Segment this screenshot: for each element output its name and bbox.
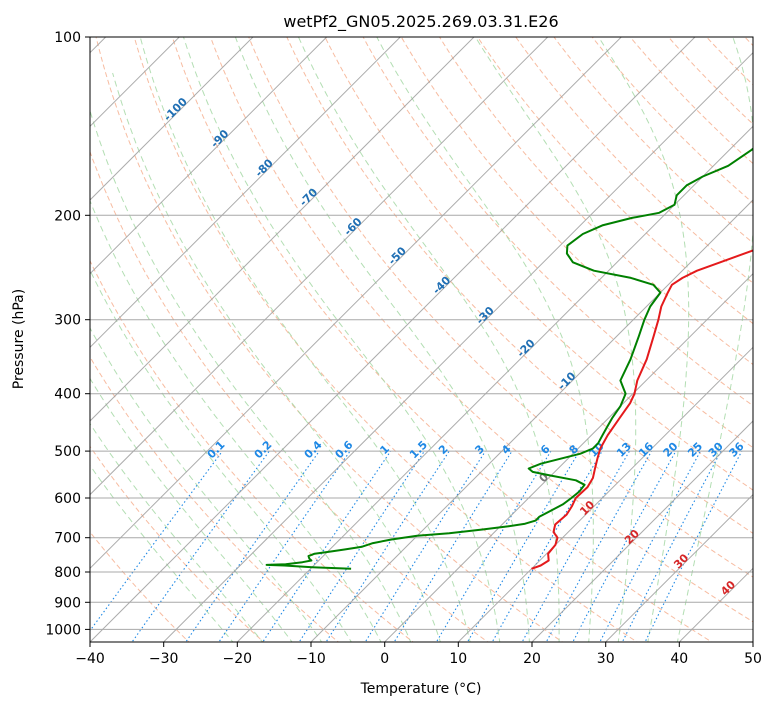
dry-adiabat xyxy=(90,150,489,642)
mixing-ratio-line xyxy=(185,450,320,642)
dewpoint-profile xyxy=(265,147,753,570)
isotherm xyxy=(457,346,753,642)
dry-adiabat xyxy=(438,37,753,366)
isotherm xyxy=(90,37,254,201)
x-tick-label: 40 xyxy=(670,651,688,667)
x-axis-ticks: −40 −30 −20 −10 0 10 20 30 40 50 xyxy=(75,642,762,667)
dry-adiabat xyxy=(515,37,753,284)
isotherm xyxy=(383,272,753,642)
pressure-gridlines xyxy=(90,37,753,630)
isotherm xyxy=(90,37,475,422)
dry-adiabat xyxy=(90,259,414,642)
dry-adiabat xyxy=(90,445,265,642)
mixing-ratio-line xyxy=(572,450,677,642)
mixing-ratio-line xyxy=(298,450,425,642)
x-tick-label: 20 xyxy=(523,651,541,667)
isotherm xyxy=(236,125,753,642)
y-tick-label: 200 xyxy=(54,208,81,224)
x-tick-label: 10 xyxy=(449,651,467,667)
x-tick-label: −30 xyxy=(149,651,179,667)
isotherm xyxy=(162,51,753,642)
chart-title: wetPf2_GN05.2025.269.03.31.E26 xyxy=(283,12,558,32)
dry-adiabat xyxy=(209,37,753,623)
dry-adiabat xyxy=(591,37,753,204)
y-tick-label: 100 xyxy=(54,30,81,46)
moist-adiabat xyxy=(112,72,441,642)
isotherm xyxy=(90,37,623,570)
mixing-ratio-line xyxy=(621,450,722,642)
x-tick-label: 50 xyxy=(744,651,762,667)
isotherm xyxy=(604,493,753,642)
y-tick-label: 500 xyxy=(54,444,81,460)
isotherm xyxy=(90,37,328,275)
x-tick-label: −40 xyxy=(75,651,105,667)
dry-adiabat xyxy=(400,37,753,407)
y-tick-label: 400 xyxy=(54,387,81,403)
y-tick-label: 1000 xyxy=(45,622,81,638)
moist-adiabat xyxy=(90,464,234,642)
isotherms xyxy=(90,37,753,642)
y-tick-label: 900 xyxy=(54,595,81,611)
isotherm xyxy=(90,37,549,496)
y-axis-ticks: 1000 900 800 700 600 500 400 300 200 100 xyxy=(45,30,90,638)
profile-series xyxy=(265,147,753,570)
x-tick-label: 0 xyxy=(380,651,389,667)
mixing-ratio-lines xyxy=(90,450,743,642)
dry-adiabat xyxy=(248,37,753,578)
mixing-ratio-line xyxy=(131,450,270,642)
y-axis-label: Pressure (hPa) xyxy=(11,289,27,389)
mixing-ratio-line xyxy=(262,450,392,642)
isotherm xyxy=(90,37,402,349)
mixing-ratio-line xyxy=(218,450,351,642)
temperature-profile xyxy=(531,249,753,570)
isotherm xyxy=(531,420,753,642)
mixing-ratio-line xyxy=(393,450,513,642)
y-tick-label: 800 xyxy=(54,565,81,581)
dry-adiabat xyxy=(133,37,638,642)
y-tick-label: 300 xyxy=(54,313,81,329)
x-tick-label: 30 xyxy=(597,651,615,667)
mixing-ratio-line xyxy=(599,450,701,642)
mixing-ratio-line xyxy=(325,450,450,642)
dry-adiabat xyxy=(95,37,564,642)
y-tick-label: 600 xyxy=(54,491,81,507)
y-tick-label: 700 xyxy=(54,531,81,547)
dry-adiabat xyxy=(90,531,190,642)
mixing-ratio-line xyxy=(90,450,223,632)
plot-area: 0.1 0.2 0.4 0.6 1 1.5 2 3 4 6 8 10 13 16 20 25 30 36-100-… xyxy=(90,37,753,642)
dry-adiabat xyxy=(286,37,753,534)
dry-adiabats xyxy=(90,37,753,642)
x-axis-label: Temperature (°C) xyxy=(360,681,482,697)
isotherm xyxy=(90,37,696,642)
moist-adiabat xyxy=(90,109,412,642)
x-tick-label: −10 xyxy=(296,651,326,667)
plot-frame xyxy=(89,36,754,643)
x-tick-label: −20 xyxy=(223,651,253,667)
mixing-ratio-line xyxy=(466,450,580,642)
isotherm xyxy=(310,199,753,642)
